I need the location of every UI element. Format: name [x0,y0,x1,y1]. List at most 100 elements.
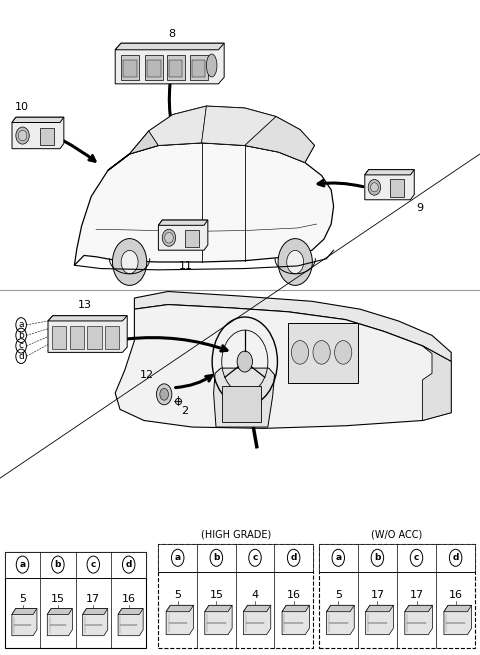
Ellipse shape [162,229,176,246]
Polygon shape [243,605,271,635]
Text: b: b [374,553,381,562]
Ellipse shape [165,233,173,243]
Polygon shape [166,605,193,635]
Polygon shape [149,106,206,145]
Circle shape [112,238,147,286]
Text: b: b [18,331,24,340]
Ellipse shape [371,183,378,192]
Polygon shape [366,605,394,612]
Bar [192,60,205,77]
Polygon shape [166,605,193,612]
Text: 9: 9 [416,203,423,213]
Bar [169,60,182,77]
Polygon shape [444,605,472,635]
Text: d: d [125,560,132,569]
Polygon shape [74,143,334,265]
Text: 17: 17 [409,590,423,600]
Bar [319,544,475,648]
Bar [167,55,185,80]
Bar [288,323,358,383]
Circle shape [156,384,172,405]
Circle shape [160,388,168,400]
Polygon shape [245,117,314,162]
Text: c: c [19,341,24,350]
Polygon shape [83,608,108,636]
Text: (W/O ACC): (W/O ACC) [372,530,422,540]
Polygon shape [205,605,232,635]
Text: a: a [175,553,181,562]
Text: c: c [252,553,258,562]
Bar [190,55,208,80]
Text: 5: 5 [335,590,342,600]
Text: 5: 5 [19,594,26,604]
Bar [222,386,261,422]
Polygon shape [444,605,472,612]
Text: c: c [91,560,96,569]
Circle shape [237,351,252,372]
Text: d: d [453,553,459,562]
Text: a: a [18,320,24,329]
Text: 10: 10 [14,102,28,112]
Polygon shape [422,346,451,421]
Circle shape [278,238,312,286]
Polygon shape [47,608,72,636]
Circle shape [291,341,309,364]
Polygon shape [108,106,314,170]
Polygon shape [130,131,158,154]
Bar [390,179,404,196]
Text: (HIGH GRADE): (HIGH GRADE) [201,530,271,540]
Polygon shape [115,43,224,84]
Polygon shape [12,608,37,636]
Polygon shape [83,608,108,614]
Bar [5,552,146,648]
Text: 16: 16 [449,590,463,600]
Polygon shape [282,605,310,612]
Polygon shape [243,605,271,612]
Bar [147,60,161,77]
Bar [70,326,84,349]
Text: b: b [55,560,61,569]
Polygon shape [366,605,394,635]
Polygon shape [288,131,314,162]
Text: a: a [19,560,25,569]
Text: d: d [18,352,24,361]
Ellipse shape [368,179,381,195]
Text: a: a [335,553,341,562]
Polygon shape [205,605,232,612]
Polygon shape [115,43,224,50]
Text: 2: 2 [181,406,189,416]
Polygon shape [47,608,72,614]
Text: 17: 17 [86,594,100,604]
Circle shape [313,341,330,364]
Text: 15: 15 [51,594,65,604]
Text: d: d [290,553,297,562]
Bar [87,326,102,349]
Polygon shape [282,605,310,635]
Polygon shape [118,608,143,614]
Text: 15: 15 [209,590,223,600]
Bar [158,544,313,572]
Bar [185,230,199,247]
Polygon shape [202,106,276,145]
Bar [5,552,146,578]
Polygon shape [115,305,451,428]
Text: 5: 5 [174,590,181,600]
Polygon shape [158,220,208,225]
Text: 16: 16 [287,590,300,600]
Bar [40,128,54,145]
Circle shape [121,250,138,274]
Polygon shape [326,605,354,635]
Text: b: b [213,553,219,562]
Circle shape [287,250,304,274]
Ellipse shape [18,130,27,141]
Polygon shape [134,291,451,362]
Text: 12: 12 [140,370,154,380]
Bar [123,60,137,77]
Ellipse shape [16,127,29,144]
Text: 8: 8 [168,29,175,39]
Polygon shape [365,170,414,175]
Polygon shape [405,605,432,635]
Polygon shape [158,220,208,250]
Text: 13: 13 [78,301,92,310]
Polygon shape [48,316,127,352]
